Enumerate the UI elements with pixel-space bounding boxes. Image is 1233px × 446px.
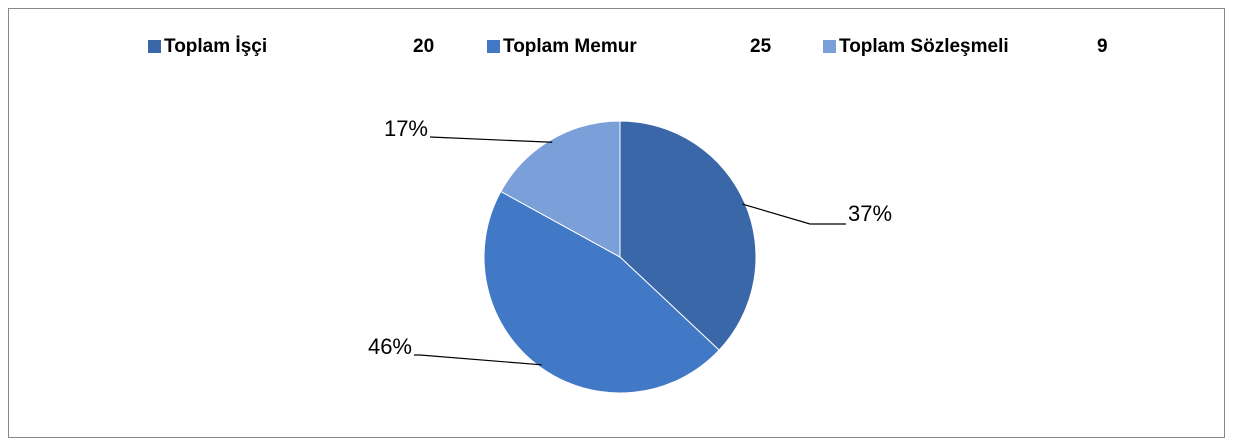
legend-label: Toplam Memur (503, 36, 637, 57)
legend-count: 25 (750, 36, 772, 57)
legend-swatch (823, 40, 836, 53)
legend-count: 20 (413, 36, 434, 57)
data-label: 46% (368, 334, 412, 359)
leader-line (429, 136, 553, 143)
pie-slice (619, 120, 757, 351)
pie-slice (483, 190, 720, 394)
leader-line (414, 354, 542, 366)
data-label: 17% (384, 116, 428, 141)
data-label: 37% (848, 201, 892, 226)
legend-count: 9 (1097, 36, 1108, 57)
legend-label: Toplam Sözleşmeli (839, 36, 1009, 57)
pie-slice (500, 120, 621, 258)
leader-line (742, 203, 846, 225)
legend-label: Toplam İşçi (164, 36, 267, 57)
legend-swatch (148, 40, 161, 53)
legend-swatch (487, 40, 500, 53)
